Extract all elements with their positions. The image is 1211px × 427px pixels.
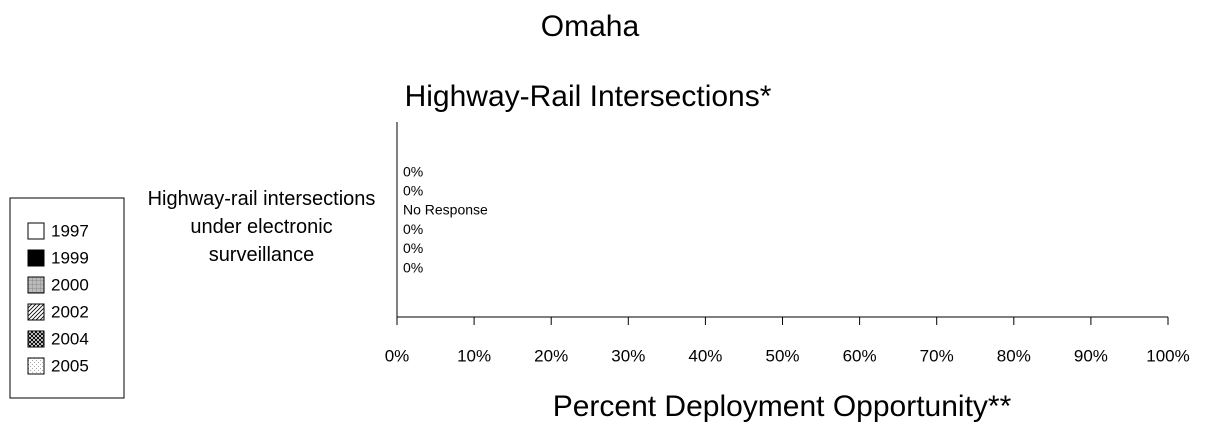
x-tick-label: 40% xyxy=(688,346,722,365)
x-tick-label: 80% xyxy=(997,346,1031,365)
value-label: 0% xyxy=(403,163,423,179)
x-tick-label: 20% xyxy=(534,346,568,365)
legend-label: 2004 xyxy=(51,329,89,348)
chart-subtitle: Highway-Rail Intersections* xyxy=(405,80,772,113)
legend-label: 1997 xyxy=(51,221,89,240)
value-label: 0% xyxy=(403,221,423,237)
legend-swatch xyxy=(27,222,45,240)
legend-swatch xyxy=(27,303,45,321)
legend-label: 2000 xyxy=(51,275,89,294)
value-label: No Response xyxy=(403,202,488,218)
x-tick-label: 50% xyxy=(765,346,799,365)
x-axis-label: Percent Deployment Opportunity** xyxy=(553,390,1012,423)
legend-label: 2005 xyxy=(51,356,89,375)
value-label: 0% xyxy=(403,259,423,275)
x-tick-label: 60% xyxy=(843,346,877,365)
legend-swatch xyxy=(27,330,45,348)
value-label: 0% xyxy=(403,240,423,256)
x-tick-label: 10% xyxy=(457,346,491,365)
x-tick-label: 0% xyxy=(385,346,410,365)
legend-label: 2002 xyxy=(51,302,89,321)
x-tick-label: 90% xyxy=(1074,346,1108,365)
chart-title: Omaha xyxy=(541,10,640,43)
value-label: 0% xyxy=(403,183,423,199)
legend-swatch xyxy=(27,276,45,294)
legend-swatch xyxy=(27,357,45,375)
category-label: Highway-rail intersections under electro… xyxy=(147,188,376,266)
x-tick-label: 70% xyxy=(920,346,954,365)
legend-label: 1999 xyxy=(51,248,89,267)
x-tick-label: 100% xyxy=(1146,346,1189,365)
legend-swatch xyxy=(27,249,45,267)
x-tick-label: 30% xyxy=(611,346,645,365)
